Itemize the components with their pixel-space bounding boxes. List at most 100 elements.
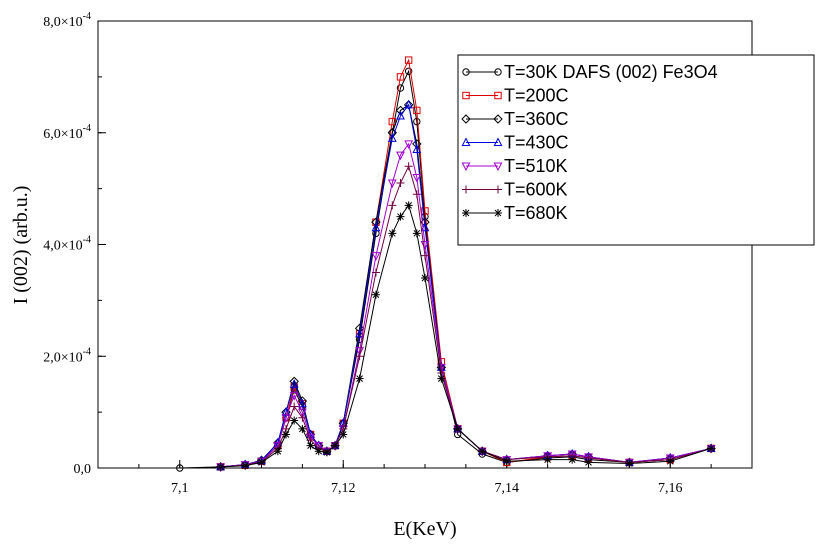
legend-marker — [494, 185, 502, 194]
legend-entry: T=600K — [462, 180, 568, 200]
data-point — [404, 140, 414, 150]
data-point — [584, 458, 593, 467]
legend-marker — [462, 68, 470, 76]
data-point — [437, 374, 446, 383]
data-point — [453, 424, 462, 433]
data-point — [412, 144, 422, 154]
data-point — [355, 374, 364, 383]
y-tick-exponent: -4 — [83, 346, 91, 357]
data-point — [543, 452, 553, 461]
legend-marker — [461, 114, 471, 124]
data-point — [413, 117, 421, 126]
legend-marker — [462, 209, 470, 217]
y-tick-label: 4,0×10-4 — [43, 235, 91, 254]
data-point — [404, 201, 413, 210]
data-point — [396, 212, 405, 221]
data-point — [355, 347, 365, 356]
y-tick-label: 2,0×10-4 — [43, 346, 91, 365]
legend-marker — [461, 137, 471, 146]
data-point — [412, 173, 422, 183]
legend-label: T=200C — [504, 86, 569, 106]
data-point — [568, 455, 577, 464]
data-point — [396, 179, 405, 188]
data-point — [396, 151, 405, 161]
data-point — [707, 444, 716, 453]
data-point — [388, 117, 397, 126]
data-point — [306, 441, 315, 450]
data-point — [314, 447, 323, 456]
y-tick-label: 6,0×10-4 — [43, 123, 91, 142]
data-point — [421, 274, 429, 283]
data-point — [355, 352, 364, 361]
data-point — [257, 458, 266, 467]
data-point — [290, 416, 299, 425]
data-point — [289, 379, 299, 388]
data-point — [388, 129, 396, 137]
y-tick-exponent: -4 — [83, 123, 91, 134]
x-axis-ticks: 7,1 7,12 7,14 7,16 — [97, 460, 753, 496]
data-point — [289, 391, 299, 401]
x-tick-label: 7,14 — [495, 481, 520, 496]
data-point — [412, 190, 421, 199]
y-axis-title: I (002) (arb.u.) — [10, 186, 32, 305]
data-point — [388, 201, 397, 210]
data-point — [387, 179, 397, 189]
data-point — [396, 84, 405, 92]
data-point — [421, 207, 429, 215]
data-point — [371, 290, 380, 299]
data-point — [371, 222, 381, 232]
data-point — [567, 450, 577, 460]
data-point — [396, 73, 405, 81]
data-point — [404, 162, 413, 171]
y-tick-exponent: -4 — [83, 11, 91, 22]
legend-box — [457, 54, 815, 246]
series-layer — [176, 56, 716, 472]
data-point — [355, 328, 365, 338]
y-tick-mantissa: 2,0×10 — [43, 350, 82, 365]
legend-marker — [494, 209, 502, 217]
data-point — [339, 430, 348, 439]
x-tick-label: 7,16 — [658, 481, 683, 496]
y-tick-exponent: -4 — [83, 235, 91, 246]
legend-marker — [493, 162, 503, 172]
data-point — [396, 110, 405, 120]
legend-label: T=430C — [504, 133, 569, 153]
data-point — [282, 430, 291, 439]
x-axis-title: E(KeV) — [393, 518, 456, 540]
legend-marker — [462, 91, 470, 100]
legend-marker — [461, 162, 471, 172]
y-tick-mantissa: 4,0×10 — [43, 239, 82, 254]
legend-label: T=510K — [504, 156, 568, 176]
legend-label: T=600K — [504, 180, 568, 200]
data-point — [413, 106, 421, 115]
legend-label: T=680K — [504, 203, 568, 223]
legend-entry: T=360C — [461, 109, 569, 129]
legend-entry: T=680K — [462, 203, 568, 223]
data-point — [412, 229, 421, 238]
data-point — [404, 56, 413, 64]
data-point — [665, 454, 675, 464]
y-tick-mantissa: 8,0×10 — [43, 15, 82, 30]
legend-marker — [462, 185, 470, 194]
legend-marker — [493, 114, 503, 124]
data-point — [273, 447, 282, 456]
data-point — [306, 433, 315, 443]
y-tick-label: 8,0×10-4 — [43, 11, 91, 30]
data-point — [543, 455, 552, 464]
data-point — [502, 457, 511, 466]
legend-label: T=30K DAFS (002) Fe3O4 — [504, 62, 718, 82]
data-point — [241, 461, 250, 470]
data-point — [371, 252, 381, 261]
y-tick-mantissa: 6,0×10 — [43, 127, 82, 142]
data-point — [176, 464, 184, 472]
data-point — [387, 133, 397, 142]
data-point — [281, 414, 291, 423]
legend-label: T=360C — [504, 109, 569, 129]
legend-entry: T=430C — [461, 133, 569, 153]
legend-marker — [494, 68, 502, 76]
data-point — [388, 229, 397, 238]
data-point — [403, 100, 414, 110]
x-tick-label: 7,12 — [331, 481, 356, 496]
data-point — [371, 268, 380, 277]
legend-marker — [493, 137, 503, 146]
